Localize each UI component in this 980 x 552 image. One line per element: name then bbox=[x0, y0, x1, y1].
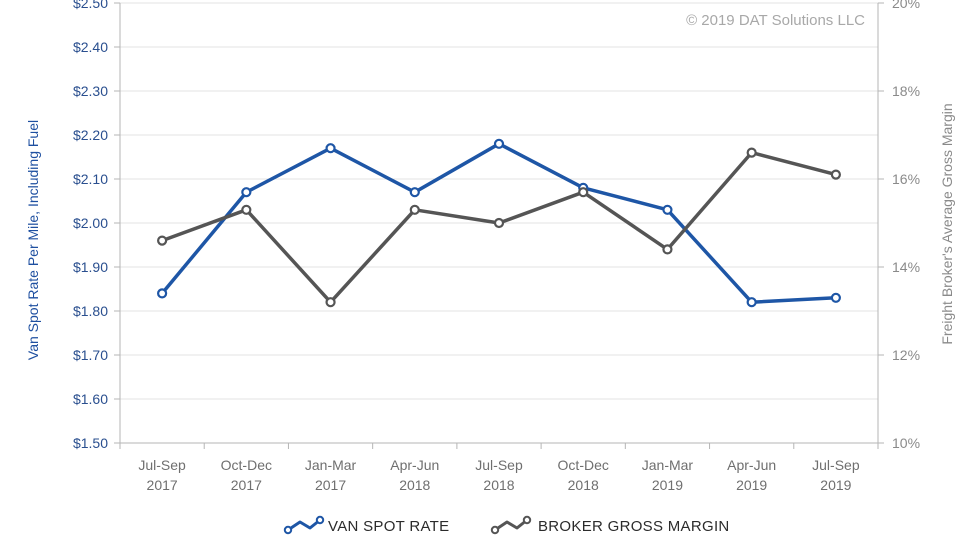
broker-gross-margin-point bbox=[493, 217, 505, 229]
broker-gross-margin-point bbox=[409, 204, 420, 215]
van-spot-rate-point bbox=[325, 143, 336, 154]
broker-gross-margin-point bbox=[662, 244, 673, 255]
left-tick-label: $1.80 bbox=[73, 303, 108, 319]
x-tick-label: Jul-Sep 2017 bbox=[138, 457, 186, 493]
left-tick-label: $1.50 bbox=[73, 435, 108, 451]
left-tick-label: $2.10 bbox=[73, 171, 108, 187]
x-tick-label: Jul-Sep 2019 bbox=[812, 457, 860, 493]
van-spot-rate-point bbox=[409, 187, 420, 198]
broker-gross-margin-point bbox=[578, 187, 589, 198]
right-axis-ticks: 10% 12% 14% 16% 18% 20% bbox=[892, 0, 920, 451]
legend-item-van-spot-rate: VAN SPOT RATE bbox=[283, 515, 449, 535]
left-tick-label: $1.60 bbox=[73, 391, 108, 407]
left-tick-label: $2.50 bbox=[73, 0, 108, 11]
legend-swatch-marker bbox=[522, 515, 532, 525]
x-tick-label: Jul-Sep 2018 bbox=[475, 457, 523, 493]
left-tick-label: $1.70 bbox=[73, 347, 108, 363]
left-tick-label: $2.40 bbox=[73, 39, 108, 55]
broker-gross-margin-point bbox=[325, 297, 336, 308]
broker-gross-margin-point bbox=[157, 235, 168, 246]
legend-swatch-marker bbox=[283, 525, 293, 535]
left-tick-label: $1.90 bbox=[73, 259, 108, 275]
van-spot-rate-point bbox=[241, 187, 252, 198]
legend-swatch-line bbox=[286, 518, 322, 532]
legend-label: VAN SPOT RATE bbox=[328, 518, 449, 535]
left-tick-label: $2.30 bbox=[73, 83, 108, 99]
x-axis-ticks: Jul-Sep 2017 Oct-Dec 2017 Jan-Mar 2017 Apr-Jun… bbox=[138, 457, 859, 493]
x-tick-label: Jan-Mar 2019 bbox=[642, 457, 694, 493]
broker-gross-margin-point bbox=[241, 204, 252, 215]
right-tick-label: 12% bbox=[892, 347, 920, 363]
right-axis-title: Freight Broker's Average Gross Margin bbox=[939, 103, 955, 344]
x-tick-label: Apr-Jun 2019 bbox=[727, 457, 776, 493]
legend-swatch-marker bbox=[490, 525, 500, 535]
van-spot-rate-point bbox=[157, 288, 168, 299]
x-tick-label: Jan-Mar 2017 bbox=[305, 457, 357, 493]
van-spot-rate-point bbox=[662, 204, 673, 215]
van-spot-rate-point bbox=[746, 297, 757, 308]
series-lines bbox=[157, 138, 841, 308]
axes bbox=[114, 2, 884, 449]
x-tick-label: Apr-Jun 2018 bbox=[390, 457, 439, 493]
legend: VAN SPOT RATE BROKER GROSS MARGIN bbox=[283, 515, 730, 535]
legend-label: BROKER GROSS MARGIN bbox=[538, 518, 730, 535]
legend-item-broker-gross-margin: BROKER GROSS MARGIN bbox=[490, 515, 730, 535]
right-tick-label: 18% bbox=[892, 83, 920, 99]
left-tick-label: $2.00 bbox=[73, 215, 108, 231]
left-axis-title: Van Spot Rate Per Mile, Including Fuel bbox=[25, 120, 41, 360]
right-tick-label: 14% bbox=[892, 259, 920, 275]
legend-swatch-line bbox=[493, 518, 529, 532]
van-spot-rate-point bbox=[830, 292, 841, 303]
broker-gross-margin-point bbox=[830, 169, 841, 180]
van-spot-rate-point bbox=[493, 138, 505, 149]
x-tick-label: Oct-Dec 2018 bbox=[558, 457, 609, 493]
legend-swatch-marker bbox=[315, 515, 325, 525]
right-tick-label: 16% bbox=[892, 171, 920, 187]
x-tick-label: Oct-Dec 2017 bbox=[221, 457, 272, 493]
copyright-annotation: © 2019 DAT Solutions LLC bbox=[686, 12, 865, 29]
right-tick-label: 20% bbox=[892, 0, 920, 11]
right-tick-label: 10% bbox=[892, 435, 920, 451]
broker-gross-margin-point bbox=[746, 147, 757, 158]
left-axis-ticks: $1.50 $1.60 $1.70 $1.80 $1.90 $2.00 $2.10 $2.20… bbox=[73, 0, 108, 451]
left-tick-label: $2.20 bbox=[73, 127, 108, 143]
